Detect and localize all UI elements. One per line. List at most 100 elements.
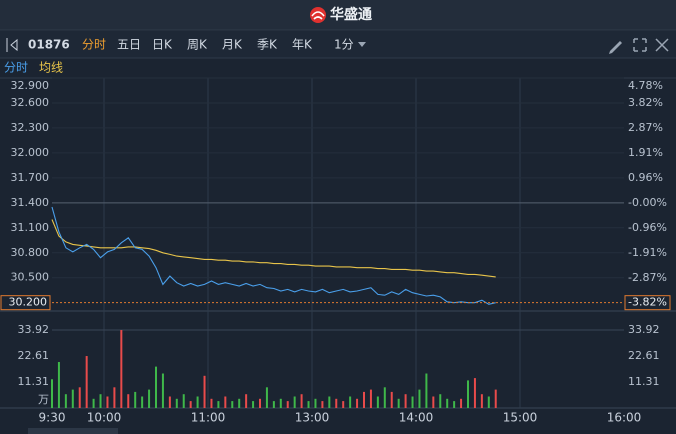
volume-bar <box>141 396 144 408</box>
volume-bar <box>113 387 116 408</box>
volume-bar <box>342 401 345 408</box>
volume-bar <box>473 378 476 408</box>
tab[interactable]: 日K <box>152 38 173 52</box>
volume-bar <box>78 387 81 408</box>
volume-bar <box>57 362 60 408</box>
dropdown-icon[interactable] <box>358 42 366 47</box>
volume-bar <box>286 401 289 408</box>
volume-bar <box>238 398 241 408</box>
toolbar <box>0 31 676 58</box>
logo-mark <box>311 11 325 20</box>
tab[interactable]: 分时 <box>82 38 106 52</box>
y-tick-label: 32.300 <box>11 121 50 134</box>
volume-bar <box>356 398 359 408</box>
volume-bar <box>390 391 393 408</box>
volume-bar <box>383 387 386 408</box>
tab[interactable]: 五日 <box>117 38 141 52</box>
volume-bar <box>494 389 497 408</box>
legend-entry: 分时 <box>4 61 28 75</box>
volume-bar <box>168 396 171 408</box>
volume-bar <box>231 401 234 408</box>
volume-bar <box>161 373 164 408</box>
last-change-box <box>624 295 671 311</box>
volume-bar <box>293 396 296 408</box>
volume-tick-label: 22.61 <box>18 349 50 362</box>
tabs: 分时 五日 日K 周K 月K 季K 年K 1分 <box>82 38 354 52</box>
volume-bar <box>411 396 414 408</box>
y-tick-label: 30.500 <box>11 271 50 284</box>
interval[interactable]: 1分 <box>334 38 354 52</box>
volume-bar <box>155 366 157 408</box>
collapse-icon[interactable] <box>6 38 18 52</box>
volume-bar <box>182 394 185 408</box>
y2-tick-label: -0.00% <box>628 196 667 209</box>
volume-bar <box>307 401 310 408</box>
tab[interactable]: 年K <box>292 38 313 52</box>
volume-bar <box>127 394 130 408</box>
volume-bar <box>252 401 255 408</box>
volume-bar <box>64 394 67 408</box>
y2-tick-label: 0.96% <box>628 171 663 184</box>
x-tick-label: 9:30 <box>39 411 66 425</box>
volume-bar <box>467 380 469 408</box>
y-tick-label: 31.700 <box>11 171 50 184</box>
volume-tick-label: 22.61 <box>628 349 660 362</box>
volume-bar <box>300 394 303 408</box>
y-tick-label: 31.400 <box>11 196 50 209</box>
draw-icon[interactable] <box>609 41 622 54</box>
tab[interactable]: 月K <box>222 38 243 52</box>
volume-bar <box>480 394 483 408</box>
volume-bar <box>224 396 227 408</box>
tab[interactable]: 季K <box>257 38 278 52</box>
volume-bar <box>349 396 352 408</box>
volume-bar <box>175 398 178 408</box>
volume-bar <box>203 375 206 408</box>
volume-bar <box>453 401 456 408</box>
stock-code: 01876 <box>28 38 70 52</box>
volume-bar <box>259 398 261 408</box>
y2-tick-label: 4.78% <box>628 79 663 92</box>
volume-bar <box>245 394 248 408</box>
volume-bar <box>51 379 53 408</box>
volume-bar <box>335 398 338 408</box>
price-line <box>51 206 496 305</box>
volume-bar <box>106 396 109 408</box>
volume-bar <box>425 373 428 408</box>
volume-tick-label: 33.92 <box>628 323 660 336</box>
y2-tick-label: 1.91% <box>628 146 663 159</box>
volume-bar <box>279 398 282 408</box>
y-tick-label: 31.100 <box>11 221 50 234</box>
close-icon[interactable] <box>655 38 669 52</box>
scrollbar[interactable] <box>28 428 118 434</box>
volume-bar <box>363 391 365 408</box>
volume-bar <box>189 401 192 408</box>
y2-tick-label: -1.91% <box>628 246 667 259</box>
x-tick-label: 13:00 <box>295 411 330 425</box>
volume-bar <box>369 389 372 408</box>
volume-bar <box>120 330 123 408</box>
tab[interactable]: 周K <box>187 38 208 52</box>
y-tick-label: 32.000 <box>11 146 50 159</box>
volume-bar <box>92 398 95 408</box>
volume-bar <box>210 398 213 408</box>
last-price-label: 30.200 <box>9 296 48 309</box>
volume-bar <box>272 401 275 408</box>
x-tick-label: 14:00 <box>399 411 434 425</box>
volume-bar <box>314 398 317 408</box>
volume-bar <box>321 401 324 408</box>
x-tick-label: 11:00 <box>191 411 226 425</box>
volume-bar <box>439 394 442 408</box>
volume-bar <box>446 398 449 408</box>
y-tick-label: 30.800 <box>11 246 50 259</box>
x-tick-label: 10:00 <box>87 411 122 425</box>
y2-tick-label: -2.87% <box>628 271 667 284</box>
volume-bar <box>265 387 268 408</box>
price-line <box>51 219 496 278</box>
fullscreen-icon[interactable] <box>633 38 647 52</box>
y-tick-label: 32.900 <box>11 79 50 92</box>
volume-bar <box>85 356 88 408</box>
volume-bar <box>460 398 463 408</box>
